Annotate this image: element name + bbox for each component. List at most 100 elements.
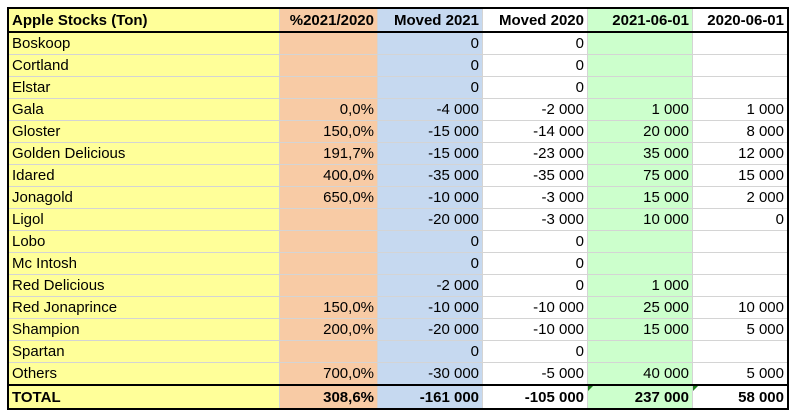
cell-stock-2020[interactable]: 2 000 [692, 186, 789, 209]
total-cell-moved-2021[interactable]: -161 000 [377, 384, 483, 410]
cell-name[interactable]: Cortland [8, 54, 280, 77]
cell-moved-2020[interactable]: -2 000 [482, 98, 588, 121]
cell-moved-2021[interactable]: -35 000 [377, 164, 483, 187]
total-cell-stock-2020[interactable]: 58 000 [692, 384, 789, 410]
total-cell-name[interactable]: TOTAL [8, 384, 280, 410]
cell-moved-2021[interactable]: 0 [377, 252, 483, 275]
cell-pct[interactable]: 150,0% [279, 120, 378, 143]
cell-stock-2021[interactable]: 25 000 [587, 296, 693, 319]
cell-stock-2021[interactable]: 15 000 [587, 186, 693, 209]
header-cell-pct[interactable]: %2021/2020 [279, 8, 378, 33]
cell-name[interactable]: Ligol [8, 208, 280, 231]
header-cell-name[interactable]: Apple Stocks (Ton) [8, 8, 280, 33]
cell-pct[interactable] [279, 76, 378, 99]
cell-stock-2020[interactable]: 15 000 [692, 164, 789, 187]
cell-stock-2021[interactable] [587, 32, 693, 55]
total-cell-stock-2021[interactable]: 237 000 [587, 384, 693, 410]
cell-name[interactable]: Boskoop [8, 32, 280, 55]
cell-moved-2020[interactable]: 0 [482, 274, 588, 297]
cell-moved-2020[interactable]: 0 [482, 230, 588, 253]
cell-stock-2021[interactable]: 1 000 [587, 274, 693, 297]
cell-moved-2020[interactable]: 0 [482, 32, 588, 55]
cell-stock-2021[interactable]: 15 000 [587, 318, 693, 341]
cell-name[interactable]: Idared [8, 164, 280, 187]
cell-name[interactable]: Others [8, 362, 280, 386]
cell-moved-2021[interactable]: -15 000 [377, 120, 483, 143]
cell-moved-2021[interactable]: 0 [377, 76, 483, 99]
cell-moved-2021[interactable]: 0 [377, 230, 483, 253]
cell-stock-2021[interactable]: 10 000 [587, 208, 693, 231]
cell-stock-2021[interactable]: 20 000 [587, 120, 693, 143]
cell-stock-2020[interactable]: 10 000 [692, 296, 789, 319]
cell-pct[interactable] [279, 274, 378, 297]
cell-pct[interactable] [279, 252, 378, 275]
cell-stock-2021[interactable] [587, 76, 693, 99]
cell-stock-2021[interactable]: 1 000 [587, 98, 693, 121]
cell-stock-2020[interactable]: 5 000 [692, 362, 789, 386]
cell-stock-2020[interactable] [692, 76, 789, 99]
cell-stock-2021[interactable] [587, 252, 693, 275]
cell-stock-2020[interactable]: 0 [692, 208, 789, 231]
cell-moved-2021[interactable]: -10 000 [377, 296, 483, 319]
cell-stock-2020[interactable]: 8 000 [692, 120, 789, 143]
cell-pct[interactable] [279, 32, 378, 55]
cell-moved-2020[interactable]: -3 000 [482, 186, 588, 209]
cell-stock-2020[interactable] [692, 252, 789, 275]
cell-moved-2021[interactable]: -30 000 [377, 362, 483, 386]
total-cell-pct[interactable]: 308,6% [279, 384, 378, 410]
header-cell-moved-2021[interactable]: Moved 2021 [377, 8, 483, 33]
cell-pct[interactable]: 150,0% [279, 296, 378, 319]
header-cell-moved-2020[interactable]: Moved 2020 [482, 8, 588, 33]
header-cell-stock-2020[interactable]: 2020-06-01 [692, 8, 789, 33]
cell-name[interactable]: Golden Delicious [8, 142, 280, 165]
cell-name[interactable]: Gala [8, 98, 280, 121]
cell-name[interactable]: Elstar [8, 76, 280, 99]
cell-stock-2021[interactable] [587, 54, 693, 77]
cell-moved-2020[interactable]: -3 000 [482, 208, 588, 231]
cell-stock-2021[interactable]: 35 000 [587, 142, 693, 165]
cell-moved-2021[interactable]: -4 000 [377, 98, 483, 121]
cell-moved-2020[interactable]: -10 000 [482, 296, 588, 319]
cell-moved-2021[interactable]: -20 000 [377, 208, 483, 231]
cell-moved-2020[interactable]: 0 [482, 340, 588, 363]
cell-moved-2021[interactable]: 0 [377, 32, 483, 55]
cell-moved-2020[interactable]: -35 000 [482, 164, 588, 187]
total-cell-moved-2020[interactable]: -105 000 [482, 384, 588, 410]
cell-moved-2020[interactable]: -23 000 [482, 142, 588, 165]
cell-moved-2021[interactable]: 0 [377, 54, 483, 77]
cell-stock-2020[interactable] [692, 274, 789, 297]
cell-stock-2021[interactable]: 40 000 [587, 362, 693, 386]
cell-pct[interactable]: 191,7% [279, 142, 378, 165]
cell-name[interactable]: Mc Intosh [8, 252, 280, 275]
cell-moved-2021[interactable]: 0 [377, 340, 483, 363]
cell-pct[interactable] [279, 208, 378, 231]
cell-moved-2020[interactable]: -5 000 [482, 362, 588, 386]
cell-stock-2020[interactable] [692, 230, 789, 253]
cell-name[interactable]: Shampion [8, 318, 280, 341]
cell-stock-2021[interactable] [587, 230, 693, 253]
cell-moved-2021[interactable]: -2 000 [377, 274, 483, 297]
cell-pct[interactable] [279, 230, 378, 253]
cell-stock-2020[interactable]: 12 000 [692, 142, 789, 165]
cell-stock-2020[interactable]: 5 000 [692, 318, 789, 341]
cell-stock-2020[interactable]: 1 000 [692, 98, 789, 121]
cell-stock-2020[interactable] [692, 32, 789, 55]
cell-pct[interactable]: 400,0% [279, 164, 378, 187]
cell-name[interactable]: Gloster [8, 120, 280, 143]
cell-moved-2021[interactable]: -20 000 [377, 318, 483, 341]
cell-moved-2020[interactable]: -14 000 [482, 120, 588, 143]
cell-pct[interactable] [279, 54, 378, 77]
cell-moved-2020[interactable]: 0 [482, 76, 588, 99]
cell-moved-2021[interactable]: -10 000 [377, 186, 483, 209]
cell-moved-2020[interactable]: -10 000 [482, 318, 588, 341]
cell-name[interactable]: Red Delicious [8, 274, 280, 297]
cell-pct[interactable]: 650,0% [279, 186, 378, 209]
cell-name[interactable]: Red Jonaprince [8, 296, 280, 319]
header-cell-stock-2021[interactable]: 2021-06-01 [587, 8, 693, 33]
cell-stock-2021[interactable] [587, 340, 693, 363]
cell-pct[interactable]: 0,0% [279, 98, 378, 121]
cell-stock-2020[interactable] [692, 340, 789, 363]
cell-moved-2020[interactable]: 0 [482, 54, 588, 77]
cell-stock-2021[interactable]: 75 000 [587, 164, 693, 187]
cell-name[interactable]: Spartan [8, 340, 280, 363]
